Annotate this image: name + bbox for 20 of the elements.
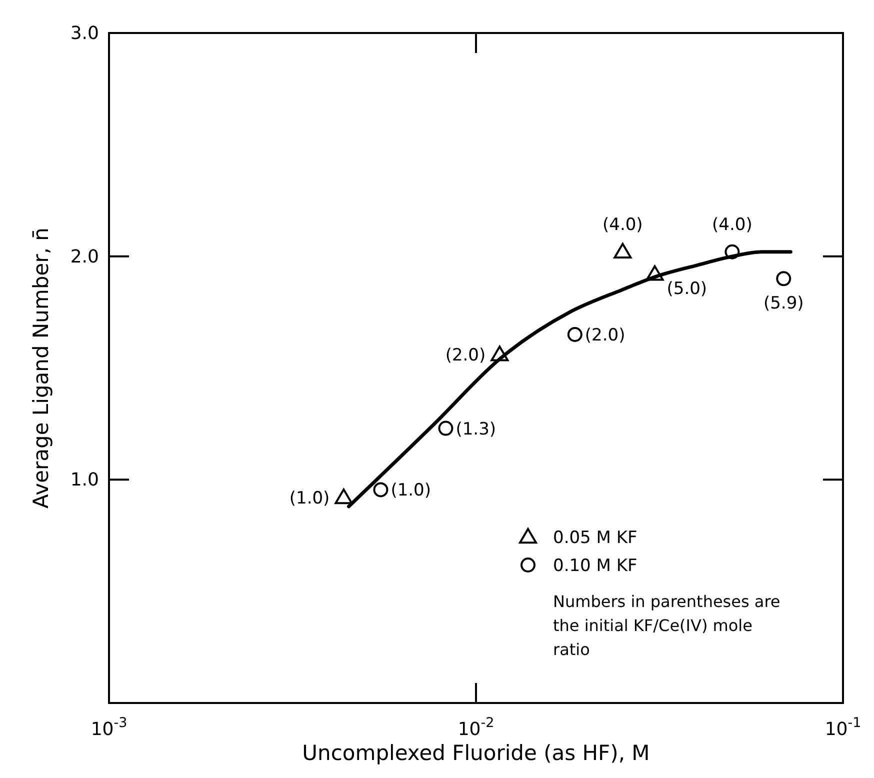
- annotation: (1.0): [289, 488, 330, 509]
- annotation: (4.0): [602, 214, 643, 235]
- annotation: (1.3): [456, 419, 496, 440]
- x-tick-label: 10$^{-1}$: [824, 715, 862, 740]
- y-axis-title: Average Ligand Number, n̄: [29, 228, 53, 508]
- annotation: (1.0): [390, 480, 432, 501]
- x-tick-label: 10$^{-2}$: [458, 715, 494, 740]
- annotation: (4.0): [712, 214, 752, 235]
- x-tick-label: 10$^{-3}$: [90, 715, 128, 740]
- legend-label: 0.10 M KF: [553, 556, 638, 576]
- annotation: (2.0): [584, 326, 626, 346]
- annotation: (5.9): [763, 294, 804, 314]
- y-tick-label: 1.0: [70, 470, 99, 491]
- x-axis-title: Uncomplexed Fluoride (as HF), M: [302, 741, 650, 765]
- annotation: Numbers in parentheses are the initial KF/Ce(IV) mole ratio: [553, 592, 780, 659]
- annotation: (5.0): [666, 279, 708, 300]
- legend-label: 0.05 M KF: [553, 528, 638, 548]
- annotation: (2.0): [445, 346, 486, 366]
- y-tick-label: 2.0: [70, 246, 99, 268]
- y-tick-label: 3.0: [70, 23, 99, 44]
